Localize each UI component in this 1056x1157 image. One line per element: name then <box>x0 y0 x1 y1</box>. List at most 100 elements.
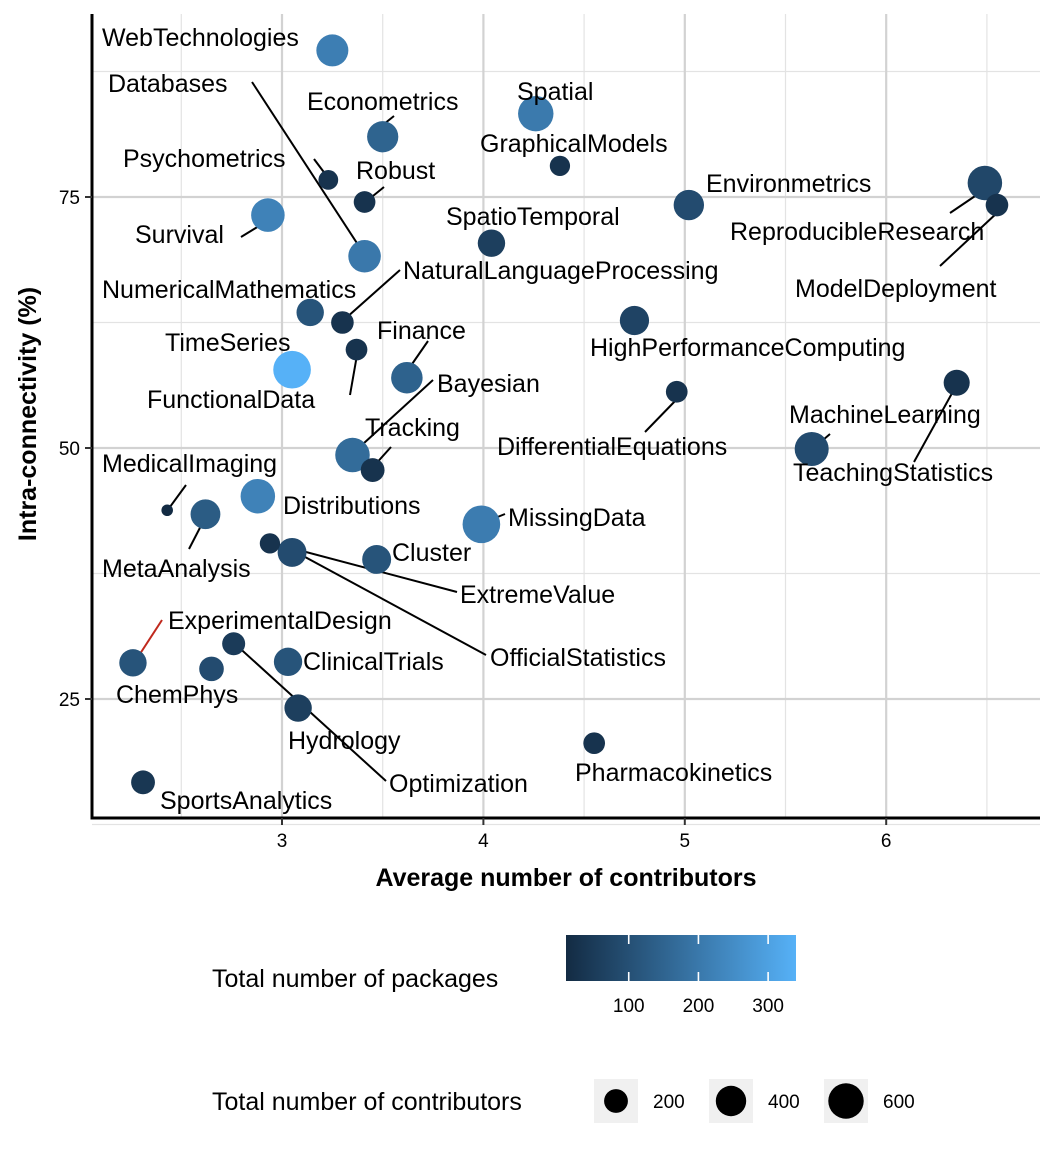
y-tick-label: 50 <box>59 439 80 460</box>
point-label-high-performance-computing: HighPerformanceComputing <box>590 334 905 362</box>
point-label-spatial: Spatial <box>517 78 593 106</box>
point-label-functional-data: FunctionalData <box>147 386 315 414</box>
point-high-performance-computing <box>619 305 650 336</box>
point-tracking <box>360 458 385 483</box>
point-label-graphical-models: GraphicalModels <box>480 130 668 158</box>
x-tick-label: 5 <box>680 831 691 852</box>
point-differential-equations <box>665 380 688 403</box>
point-label-bayesian: Bayesian <box>437 370 540 398</box>
leader-line-teaching-statistics <box>913 385 957 463</box>
leader-line-survival <box>240 225 260 238</box>
point-label-official-statistics: OfficialStatistics <box>490 644 666 672</box>
point-finance <box>391 361 423 394</box>
point-natural-language-processing <box>331 311 354 334</box>
point-label-missing-data: MissingData <box>508 504 646 532</box>
point-label-databases: Databases <box>108 70 228 98</box>
size-legend-title: Total number of contributors <box>212 1088 522 1116</box>
point-spatial <box>518 95 554 132</box>
x-tick-label: 6 <box>881 831 892 852</box>
leader-line-functional-data <box>349 354 358 396</box>
point-label-robust: Robust <box>356 157 435 185</box>
point-sports-analytics <box>131 770 155 795</box>
point-label-hydrology: Hydrology <box>288 727 401 755</box>
x-tick-label: 4 <box>478 831 489 852</box>
point-label-teaching-statistics: TeachingStatistics <box>793 459 993 487</box>
point-label-clinical-trials: ClinicalTrials <box>303 648 444 676</box>
point-label-extreme-value: ExtremeValue <box>460 581 615 609</box>
point-label-spatio-temporal: SpatioTemporal <box>446 203 620 231</box>
color-legend-bar <box>566 935 796 981</box>
point-label-model-deployment: ModelDeployment <box>795 275 997 303</box>
size-legend: Total number of contributors 200 400 600 <box>212 1079 915 1123</box>
leader-line-official-statistics <box>293 550 487 656</box>
point-pharmacokinetics <box>583 732 606 755</box>
point-label-machine-learning: MachineLearning <box>789 401 981 429</box>
point-environmetrics <box>673 189 705 221</box>
leader-line-finance <box>409 340 429 368</box>
y-tick-label: 25 <box>59 690 80 711</box>
size-legend-label: 600 <box>883 1092 915 1113</box>
point-experimental-design <box>119 649 147 677</box>
color-legend-tick-label: 200 <box>683 996 715 1017</box>
point-machine-learning <box>794 431 829 467</box>
point-databases <box>348 239 381 273</box>
point-bayesian <box>335 437 370 473</box>
color-legend-tick-label: 100 <box>613 996 645 1017</box>
point-web-technologies <box>316 34 349 67</box>
grid-layer <box>92 14 1040 826</box>
point-label-cluster: Cluster <box>392 539 471 567</box>
point-label-meta-analysis: MetaAnalysis <box>102 555 251 583</box>
point-label-time-series: TimeSeries <box>165 329 291 357</box>
point-official-statistics <box>277 537 307 567</box>
y-tick-label: 75 <box>59 188 80 209</box>
leader-line-natural-language-processing <box>345 269 401 319</box>
point-label-numerical-mathematics: NumericalMathematics <box>102 276 356 304</box>
point-label-experimental-design: ExperimentalDesign <box>168 607 392 635</box>
point-chem-phys <box>199 656 224 682</box>
size-legend-label: 200 <box>653 1092 685 1113</box>
color-legend-tick-label: 300 <box>752 996 784 1017</box>
point-label-web-technologies: WebTechnologies <box>102 24 299 52</box>
leader-line-databases <box>251 81 367 258</box>
point-medical-imaging <box>161 504 173 517</box>
color-legend: Total number of packages 100 200 300 <box>212 935 796 1017</box>
size-legend-dot <box>715 1085 747 1117</box>
point-meta-analysis <box>190 499 221 530</box>
size-legend-label: 400 <box>768 1092 800 1113</box>
point-label-sports-analytics: SportsAnalytics <box>160 787 332 815</box>
point-label-medical-imaging: MedicalImaging <box>102 450 277 478</box>
size-legend-dot <box>828 1083 864 1119</box>
point-label-finance: Finance <box>377 317 466 345</box>
point-hydrology <box>284 694 312 722</box>
axis-layer: 3 4 5 6 25 50 75 <box>59 14 1040 852</box>
point-cluster <box>362 544 392 574</box>
point-robust <box>353 191 376 213</box>
y-axis-title: Intra-connectivity (%) <box>14 287 42 541</box>
point-graphical-models <box>549 155 571 177</box>
point-label-differential-equations: DifferentialEquations <box>497 433 727 461</box>
point-label-survival: Survival <box>135 221 224 249</box>
point-missing-data <box>462 505 501 544</box>
point-label-psychometrics: Psychometrics <box>123 145 286 173</box>
point-model-deployment <box>985 193 1009 217</box>
point-label-natural-language-processing: NaturalLanguageProcessing <box>403 257 719 285</box>
point-psychometrics <box>318 170 339 190</box>
point-label-pharmacokinetics: Pharmacokinetics <box>575 759 772 787</box>
point-teaching-statistics <box>943 369 970 396</box>
point-numerical-mathematics <box>296 298 324 327</box>
point-label-distributions: Distributions <box>283 492 421 520</box>
point-label-econometrics: Econometrics <box>307 88 458 116</box>
point-label-environmetrics: Environmetrics <box>706 170 871 198</box>
point-time-series <box>273 350 311 389</box>
point-econometrics <box>367 121 399 153</box>
color-legend-title: Total number of packages <box>212 965 498 993</box>
point-reproducible-research <box>967 165 1003 201</box>
x-axis-title: Average number of contributors <box>375 864 756 892</box>
point-label-reproducible-research: ReproducibleResearch <box>730 218 984 246</box>
x-tick-label: 3 <box>277 831 288 852</box>
size-legend-dot <box>604 1089 628 1113</box>
leader-line-bayesian <box>351 379 434 455</box>
point-label-optimization: Optimization <box>389 770 528 798</box>
